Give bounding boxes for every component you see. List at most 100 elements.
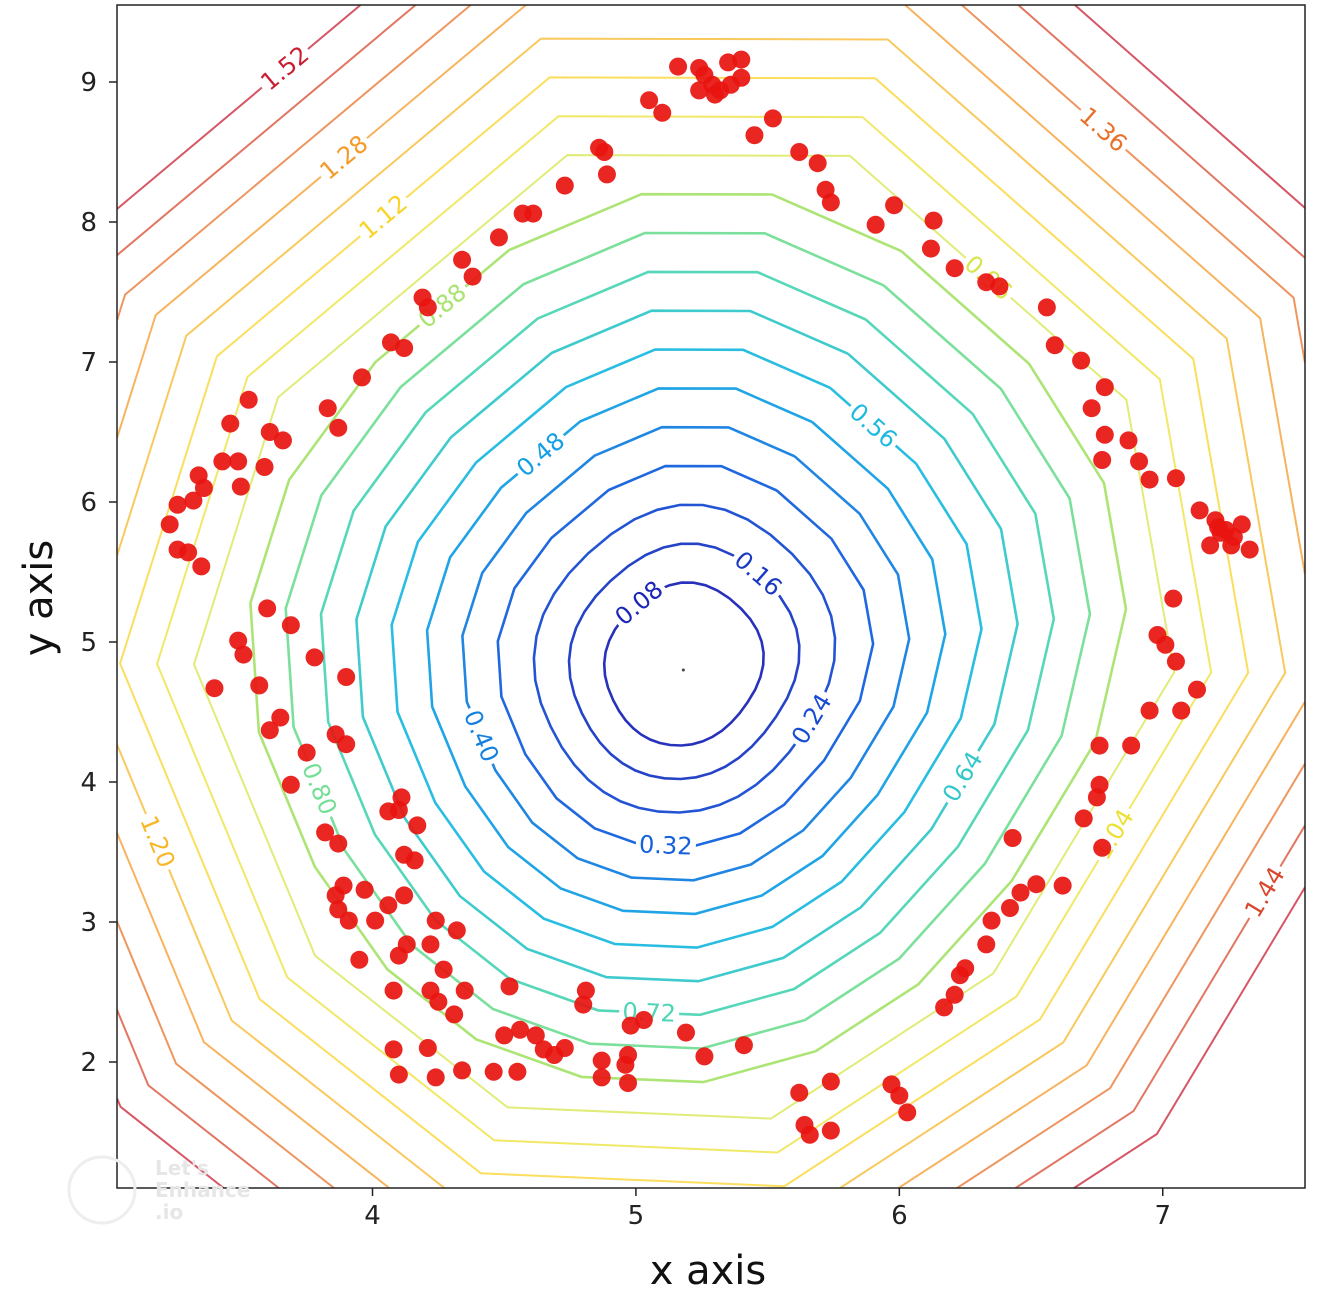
data-point <box>1090 736 1109 755</box>
data-point <box>676 1023 695 1042</box>
contour-line <box>532 503 837 814</box>
contour-line <box>156 115 1213 1154</box>
y-tick-label: 2 <box>80 1048 97 1078</box>
data-point <box>463 267 482 286</box>
contour-label-bg <box>455 702 507 770</box>
data-point <box>821 1121 840 1140</box>
data-point <box>592 1051 611 1070</box>
data-point <box>592 1068 611 1087</box>
contour-label-bg <box>350 186 416 248</box>
data-point <box>977 935 996 954</box>
x-tick-label: 7 <box>1154 1201 1171 1231</box>
data-point <box>1240 540 1259 559</box>
data-point <box>1087 788 1106 807</box>
data-point <box>866 215 885 234</box>
data-point <box>395 845 414 864</box>
data-point <box>1095 378 1114 397</box>
contour-label-bg <box>132 808 183 876</box>
data-point <box>1053 876 1072 895</box>
data-point <box>1201 536 1220 555</box>
contour-label-bg <box>934 743 992 811</box>
data-point <box>1119 431 1138 450</box>
data-point <box>1072 351 1091 370</box>
data-point <box>260 721 279 740</box>
data-point <box>260 423 279 441</box>
data-point <box>695 1047 714 1066</box>
data-point <box>732 68 751 87</box>
contour-line <box>355 309 1019 983</box>
data-point <box>316 823 335 842</box>
data-point <box>669 57 688 76</box>
data-point <box>640 91 659 110</box>
contour-label-bg <box>508 423 574 486</box>
data-point <box>500 977 519 996</box>
contour-line <box>119 76 1250 1188</box>
data-point <box>305 648 324 667</box>
data-point <box>326 725 345 744</box>
data-point <box>234 645 253 664</box>
data-point <box>790 143 809 161</box>
contour-label-bg <box>606 572 672 634</box>
data-point <box>1140 470 1159 489</box>
data-point <box>800 1125 819 1144</box>
data-point <box>1095 425 1114 444</box>
data-point <box>205 679 224 698</box>
data-point <box>250 676 269 695</box>
contour-line <box>117 5 1305 1188</box>
data-point <box>318 399 337 418</box>
data-point <box>1003 829 1022 847</box>
data-point <box>455 981 474 1000</box>
data-point <box>421 935 440 954</box>
contour-label-bg <box>252 37 318 100</box>
data-point <box>350 950 369 969</box>
data-point <box>821 1072 840 1091</box>
data-point <box>447 921 466 940</box>
data-point <box>1224 528 1243 546</box>
data-point <box>379 802 398 821</box>
contour-line <box>117 5 1305 1188</box>
contour-line <box>567 542 801 781</box>
data-point <box>653 103 672 122</box>
contour-line <box>117 5 1305 1188</box>
contour-line <box>249 192 1128 1084</box>
data-point <box>621 1016 640 1035</box>
contour-label-bg <box>409 275 475 337</box>
data-point <box>1011 883 1030 902</box>
data-point <box>160 515 179 534</box>
data-point <box>384 981 403 1000</box>
data-point <box>574 995 593 1014</box>
data-point <box>511 1020 530 1039</box>
data-point <box>395 886 414 905</box>
data-point <box>1093 838 1112 857</box>
contour-line <box>461 425 911 882</box>
data-point <box>1156 635 1175 654</box>
data-point <box>418 1039 437 1057</box>
data-point <box>229 631 248 650</box>
data-point <box>1082 399 1101 418</box>
data-point <box>392 788 411 807</box>
data-point <box>619 1074 638 1092</box>
data-point <box>192 557 211 576</box>
data-point <box>445 1005 464 1024</box>
data-point <box>213 452 232 471</box>
contour-label-bg <box>783 685 841 753</box>
contour-line <box>192 154 1176 1120</box>
data-point <box>239 390 258 409</box>
svg-text:.io: .io <box>155 1200 183 1224</box>
data-point <box>935 998 954 1017</box>
center-dot <box>681 668 685 672</box>
data-point <box>281 775 300 794</box>
contour-label-bg <box>635 829 697 862</box>
x-tick-label: 6 <box>891 1201 908 1231</box>
contour-line <box>496 464 875 848</box>
data-point <box>576 981 595 1000</box>
data-point <box>395 339 414 357</box>
data-point <box>329 834 348 853</box>
y-tick-label: 3 <box>80 908 97 938</box>
data-point <box>337 668 356 686</box>
contour-label-bg <box>293 755 345 823</box>
y-tick-label: 4 <box>80 768 97 798</box>
x-axis-label: x axis <box>650 1248 767 1292</box>
data-point <box>705 85 724 104</box>
